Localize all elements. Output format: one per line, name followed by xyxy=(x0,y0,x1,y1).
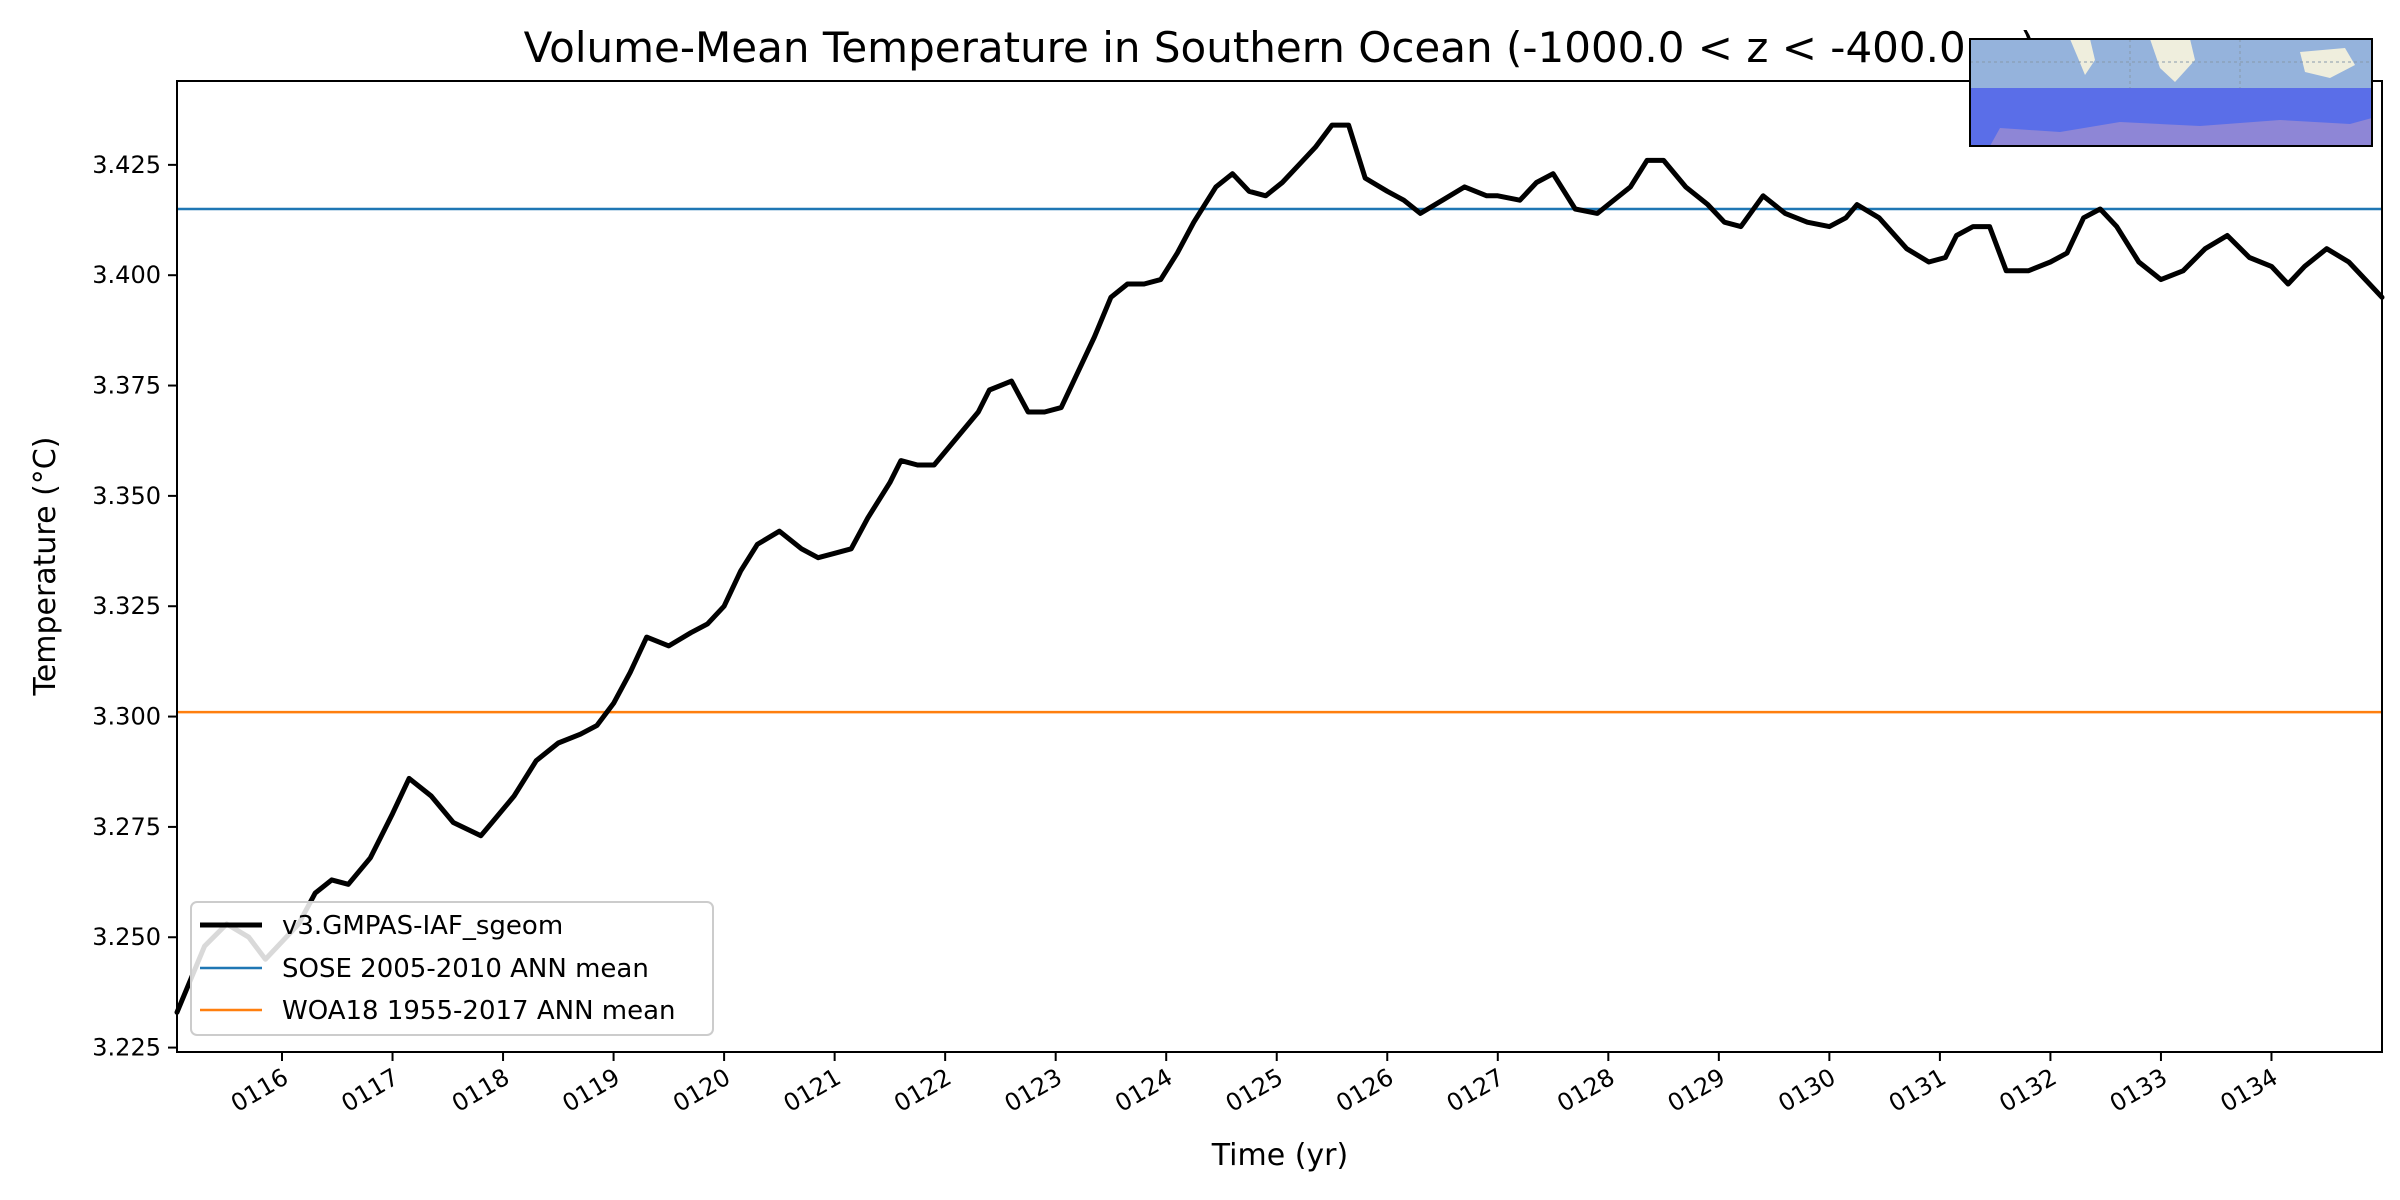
legend: v3.GMPAS-IAF_sgeom SOSE 2005-2010 ANN me… xyxy=(190,901,714,1036)
y-tick-label: 3.400 xyxy=(92,261,161,289)
inset-map xyxy=(1969,38,2373,147)
y-tick-label: 3.300 xyxy=(92,703,161,731)
inset-map-antarctica xyxy=(1990,118,2372,146)
legend-label-series-3: WOA18 1955-2017 ANN mean xyxy=(282,996,676,1026)
plot-background xyxy=(177,81,2382,1052)
x-axis-label: Time (yr) xyxy=(1211,1138,1348,1173)
y-tick-label: 3.350 xyxy=(92,482,161,510)
plot-frame xyxy=(176,80,2383,1053)
inset-map-australia xyxy=(2300,48,2355,78)
y-tick-label: 3.325 xyxy=(92,592,161,620)
inset-map-frame xyxy=(1969,38,2373,147)
inset-map-africa xyxy=(2150,39,2195,82)
y-axis-label: Temperature (°C) xyxy=(28,437,63,697)
y-tick-label: 3.275 xyxy=(92,813,161,841)
legend-label-series-1: v3.GMPAS-IAF_sgeom xyxy=(282,911,563,941)
y-tick-label: 3.425 xyxy=(92,151,161,179)
series-line-v3-gmpas xyxy=(174,122,2385,1015)
legend-label-series-2: SOSE 2005-2010 ANN mean xyxy=(282,954,649,984)
inset-map-south-america xyxy=(2070,39,2095,75)
legend-box xyxy=(190,901,714,1036)
plot-area xyxy=(174,80,2385,1053)
y-tick-label: 3.250 xyxy=(92,923,161,951)
chart-title: Volume-Mean Temperature in Southern Ocea… xyxy=(524,23,2037,72)
y-axis: 3.225 3.250 3.275 3.300 3.325 3.350 3.375 3.400… xyxy=(92,151,177,1062)
y-tick-label: 3.375 xyxy=(92,372,161,400)
reference-lines xyxy=(177,207,2382,714)
y-tick-label: 3.225 xyxy=(92,1034,161,1062)
